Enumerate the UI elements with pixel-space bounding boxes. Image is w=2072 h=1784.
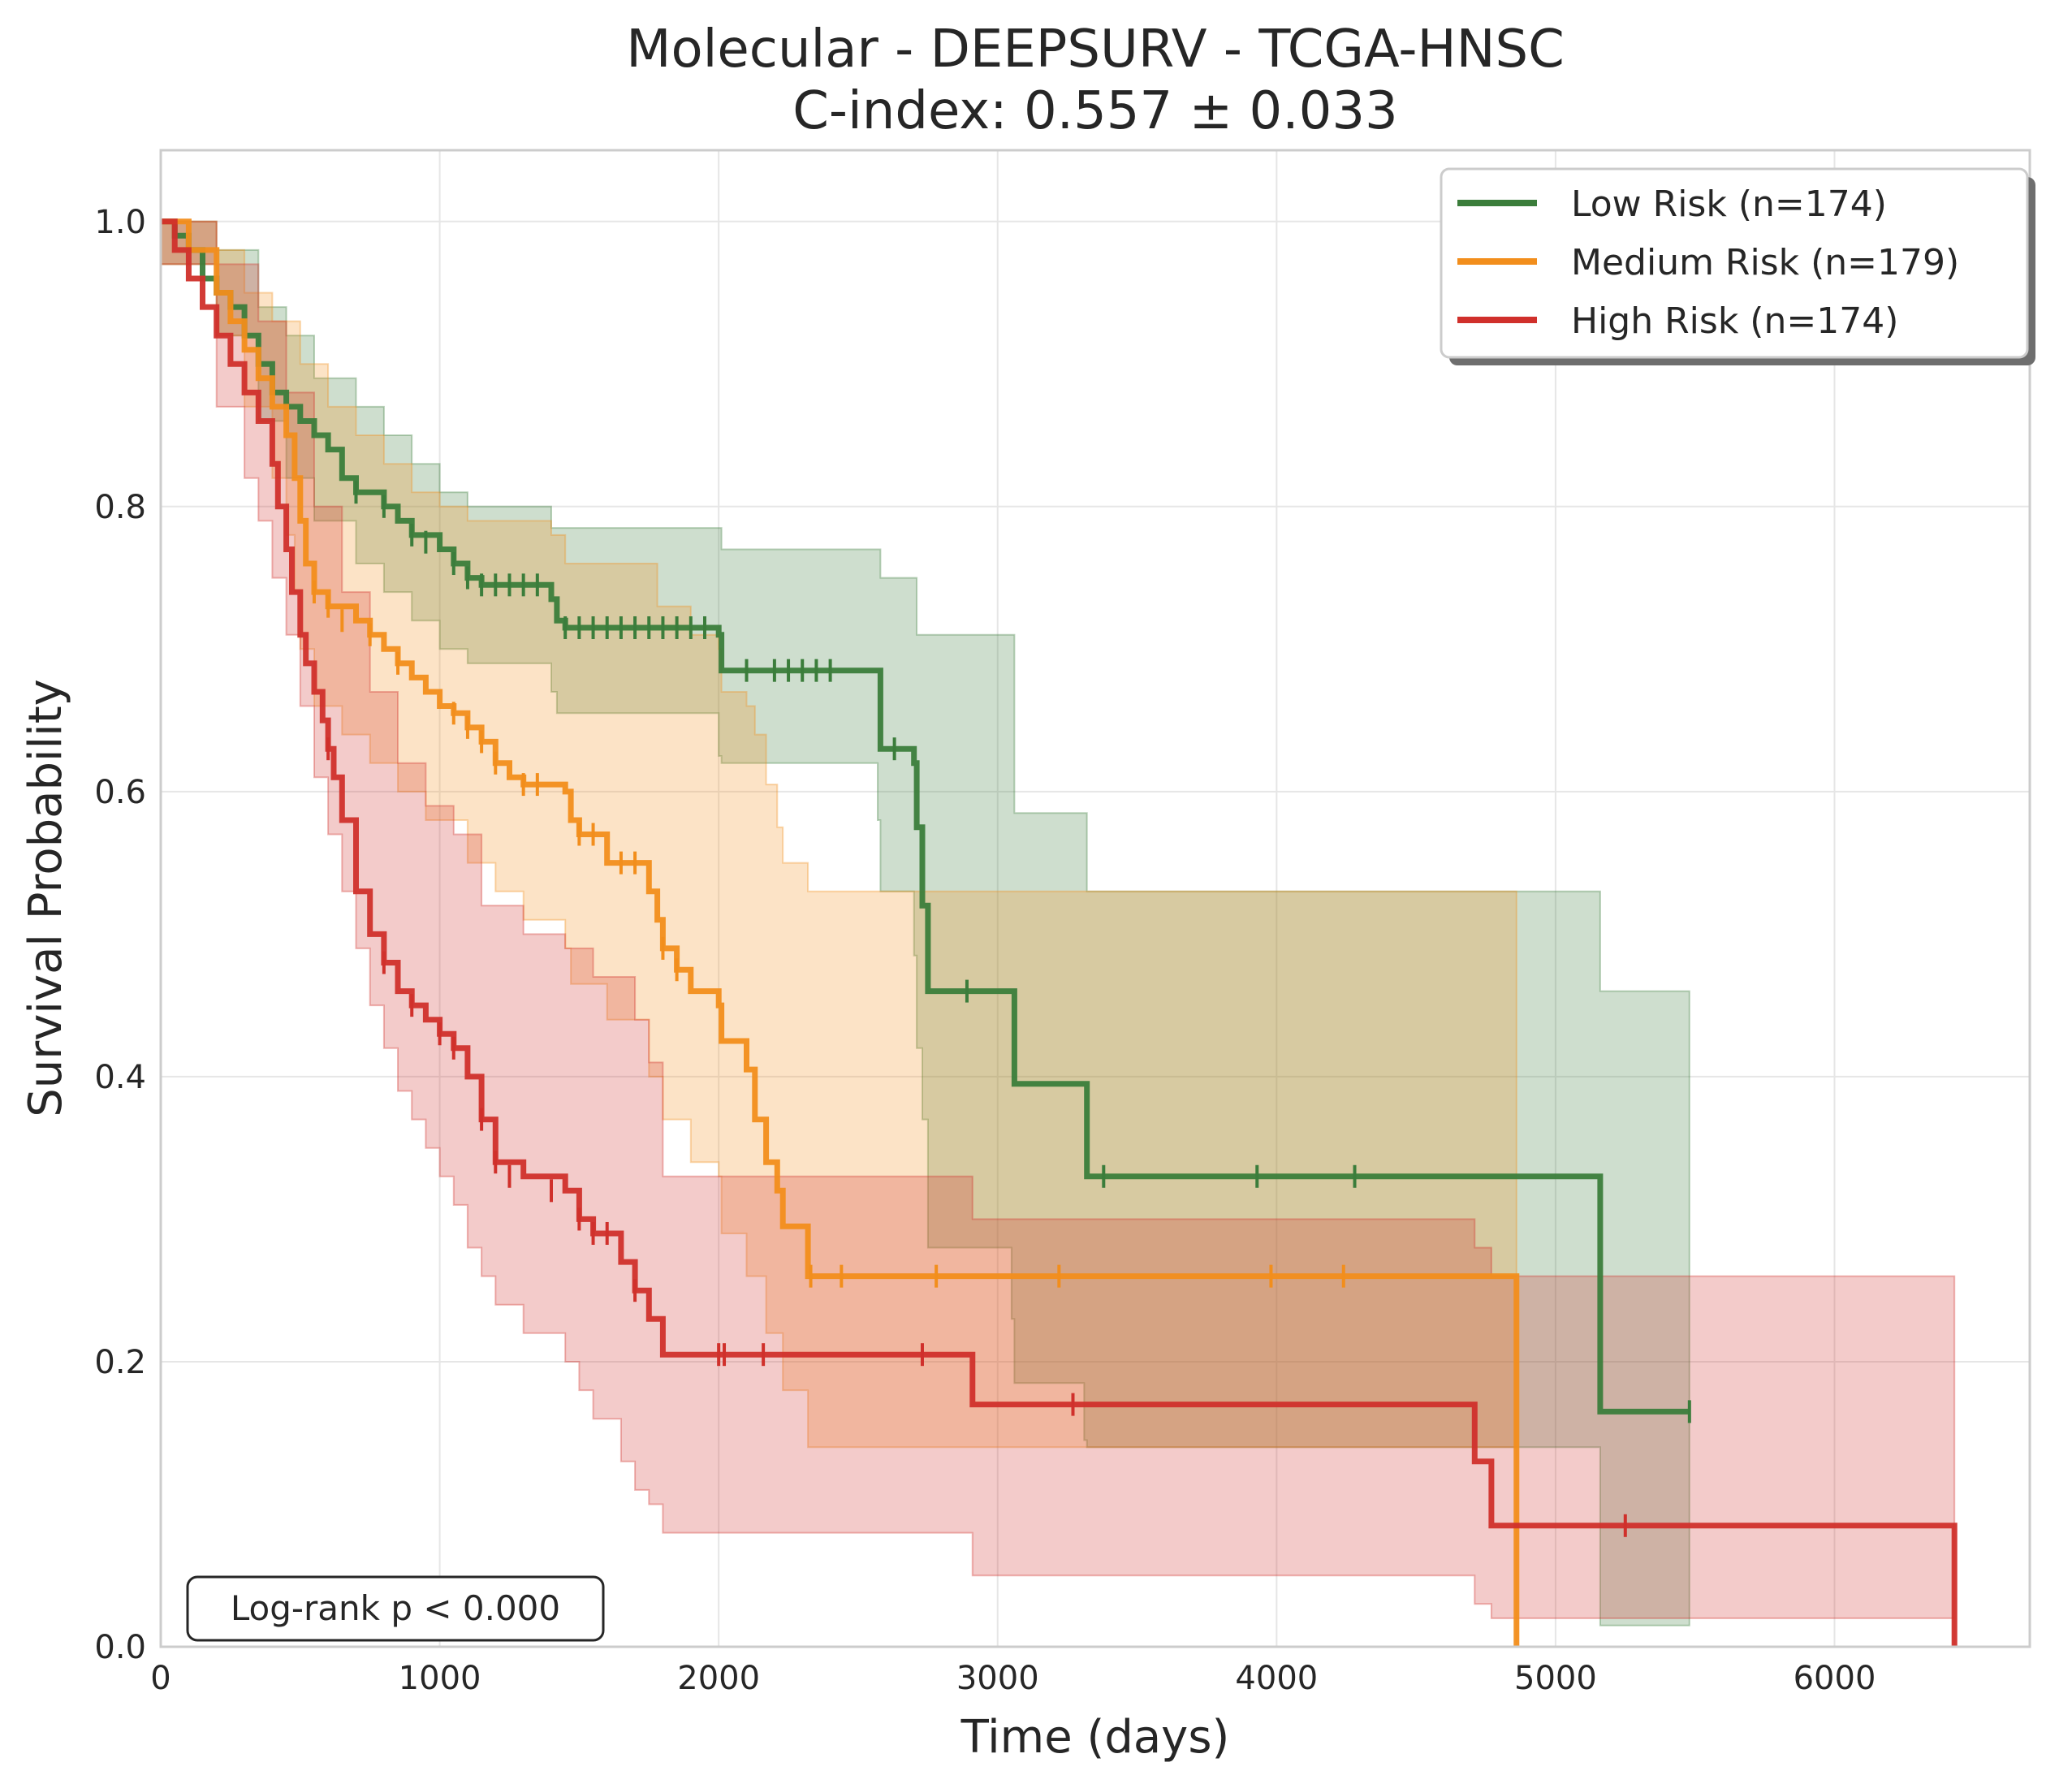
y-axis-ticks: 0.0 0.2 0.4 0.6 0.8 1.0 [94,204,146,1666]
chart-subtitle: C-index: 0.557 ± 0.033 [792,81,1398,141]
y-tick-label: 0.2 [94,1344,146,1381]
x-tick-label: 3000 [956,1660,1039,1697]
x-axis-ticks: 0 1000 2000 3000 4000 5000 6000 [150,1660,1876,1697]
y-tick-label: 0.0 [94,1629,146,1666]
y-axis-label: Survival Probability [19,679,72,1117]
x-axis-label: Time (days) [960,1711,1230,1764]
y-tick-label: 0.6 [94,774,146,811]
plot-frame [159,149,2031,1648]
confidence-band-medium-risk [160,220,1517,1647]
censor-marks [312,481,1691,1537]
x-tick-label: 4000 [1235,1660,1318,1697]
x-tick-label: 6000 [1794,1660,1876,1697]
x-tick-label: 5000 [1514,1660,1597,1697]
annotation-box [186,1575,605,1642]
survival-curve-high-risk [161,218,1958,1647]
legend-label-high-risk: High Risk (n=174) [1571,300,1898,342]
legend-box [1440,167,2029,359]
plot-area-background [161,150,2030,1647]
chart-title: Molecular - DEEPSURV - TCGA-HNSC [626,19,1565,80]
legend: Low Risk (n=174) Medium Risk (n=179) Hig… [1440,167,2035,365]
legend-label-low-risk: Low Risk (n=174) [1571,184,1887,225]
legend-label-medium-risk: Medium Risk (n=179) [1571,242,1959,283]
y-tick-label: 0.4 [94,1059,146,1096]
x-tick-label: 1000 [399,1660,481,1697]
y-tick-label: 1.0 [94,204,146,241]
logrank-annotation: Log-rank p < 0.000 [186,1575,605,1642]
annotation-text: Log-rank p < 0.000 [231,1588,560,1628]
y-tick-label: 0.8 [94,489,146,526]
x-tick-label: 2000 [677,1660,760,1697]
confidence-band-high-risk [160,220,1956,1647]
x-tick-label: 0 [150,1660,171,1697]
